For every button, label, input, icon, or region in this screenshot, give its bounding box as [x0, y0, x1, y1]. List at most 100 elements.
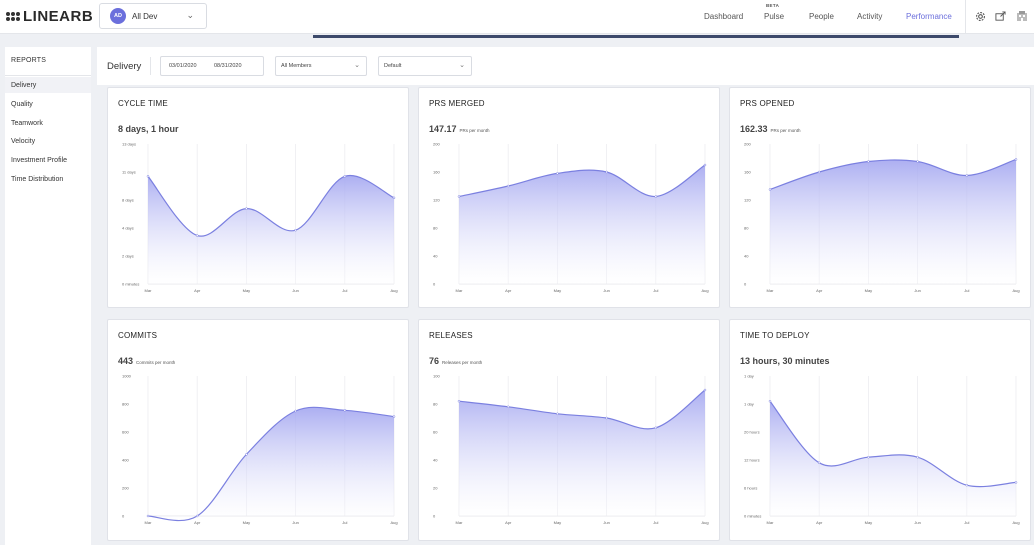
org-icon[interactable] — [1016, 10, 1028, 22]
x-tick-label: Aug — [390, 288, 397, 293]
y-tick-label: 8 days — [122, 198, 134, 203]
metric-unit: PRs per month — [770, 128, 801, 133]
x-tick-label: May — [243, 520, 251, 525]
y-tick-label: 0 — [433, 282, 436, 287]
data-point — [294, 409, 297, 413]
data-point — [245, 207, 248, 210]
series-line — [769, 400, 1017, 488]
area-fill — [148, 407, 394, 521]
y-tick-label: 80 — [433, 402, 438, 407]
y-tick-label: 120 — [744, 198, 751, 203]
date-range-picker[interactable]: 03/01/2020 08/31/2020 — [160, 56, 264, 76]
data-point — [703, 163, 707, 167]
data-point — [867, 455, 870, 459]
sidebar-divider — [5, 75, 91, 76]
sidebar-item-time-distribution[interactable]: Time Distribution — [11, 176, 64, 183]
y-tick-label: 4 days — [122, 226, 134, 231]
time-to-deploy-chart: 0 minutes 6 hours 12 hours 20 hours 1 day 1 d… — [744, 374, 1020, 526]
y-tick-label: 160 — [433, 170, 440, 175]
card-metric: 13 hours, 30 minutes — [740, 351, 833, 369]
nav-activity[interactable]: Activity — [857, 12, 883, 21]
area-fill — [770, 159, 1016, 284]
metric-value: 8 days, 1 hour — [118, 124, 179, 134]
data-point — [768, 399, 772, 403]
metric-value: 162.33 — [740, 124, 768, 134]
nav-people[interactable]: People — [809, 12, 834, 21]
x-tick-label: Apr — [505, 520, 512, 525]
data-point — [867, 160, 870, 163]
x-tick-label: Jul — [653, 288, 658, 293]
y-tick-label: 200 — [122, 486, 129, 491]
x-tick-label: Apr — [816, 288, 823, 293]
data-point — [556, 412, 559, 416]
data-point — [556, 172, 559, 175]
data-point — [654, 195, 658, 198]
x-tick-label: Jul — [964, 288, 969, 293]
page-title: Delivery — [107, 61, 142, 72]
x-tick-label: Mar — [456, 520, 464, 525]
sidebar-item-teamwork[interactable]: Teamwork — [11, 120, 43, 127]
x-tick-label: May — [865, 288, 873, 293]
y-tick-label: 20 — [433, 486, 438, 491]
card-metric: 443 Commits per month — [118, 351, 175, 369]
nav-dashboard[interactable]: Dashboard — [704, 12, 744, 21]
sidebar-item-quality[interactable]: Quality — [11, 101, 33, 108]
share-icon[interactable] — [994, 10, 1006, 22]
card-title: PRS MERGED — [429, 99, 485, 108]
sidebar-item-investment-profile[interactable]: Investment Profile — [11, 157, 68, 164]
sidebar-item-velocity[interactable]: Velocity — [11, 138, 36, 145]
x-tick-label: May — [554, 520, 562, 525]
metric-value: 13 hours, 30 minutes — [740, 356, 830, 366]
data-point — [195, 514, 199, 518]
card-cycle-time: CYCLE TIME 8 days, 1 hour 0 minutes 2 day… — [107, 87, 409, 308]
data-point — [195, 234, 199, 237]
chevron-down-icon: ⌄ — [459, 62, 465, 69]
metric-unit: Releases per month — [442, 360, 483, 365]
data-point — [703, 388, 707, 392]
y-tick-label: 2 days — [122, 254, 134, 259]
y-tick-label: 400 — [122, 458, 129, 463]
view-dropdown[interactable]: Default ⌄ — [378, 56, 472, 76]
gear-icon[interactable] — [974, 10, 986, 22]
area-fill — [459, 390, 705, 516]
linearb-logo[interactable]: LINEARB — [6, 8, 93, 25]
x-tick-label: Jul — [964, 520, 969, 525]
data-point — [1014, 158, 1018, 161]
y-tick-label: 800 — [122, 402, 129, 407]
nav-pulse[interactable]: Pulse — [764, 12, 785, 21]
x-tick-label: Jun — [914, 288, 920, 293]
data-point — [294, 228, 297, 232]
nav-performance[interactable]: Performance — [906, 12, 952, 21]
x-tick-label: Jun — [603, 288, 609, 293]
x-tick-label: Aug — [1012, 288, 1019, 293]
logo-icon — [6, 12, 20, 21]
x-tick-label: Mar — [767, 520, 775, 525]
y-tick-label: 0 — [744, 282, 747, 287]
reports-sidebar: REPORTS Delivery Quality Teamwork Veloci… — [5, 47, 91, 545]
team-select[interactable]: AD All Dev ⌄ — [99, 3, 207, 29]
card-metric: 162.33 PRs per month — [740, 119, 801, 137]
x-tick-label: Apr — [194, 520, 201, 525]
sidebar-item-delivery[interactable]: Delivery — [11, 82, 37, 89]
prs-opened-chart: 0 40 80 120 160 200 Mar Apr May Jun Jul Aug — [744, 142, 1020, 294]
beta-badge: BETA — [766, 3, 780, 8]
metric-unit: PRs per month — [459, 128, 490, 133]
main-content: Delivery 03/01/2020 08/31/2020 All Membe… — [97, 47, 1034, 545]
y-tick-label: 0 — [433, 514, 436, 519]
y-tick-label: 13 days — [122, 142, 136, 147]
x-tick-label: Apr — [194, 288, 201, 293]
x-tick-label: Jun — [292, 520, 298, 525]
date-from: 03/01/2020 — [169, 63, 197, 69]
data-point — [605, 170, 608, 174]
x-tick-label: Mar — [145, 288, 153, 293]
data-point — [457, 399, 461, 403]
card-commits: COMMITS 443 Commits per month 0 200 400 600 8… — [107, 319, 409, 541]
chevron-down-icon: ⌄ — [354, 62, 360, 69]
data-point — [457, 195, 461, 198]
members-dropdown[interactable]: All Members ⌄ — [275, 56, 367, 76]
data-point — [245, 453, 248, 456]
data-point — [343, 175, 347, 178]
y-tick-label: 40 — [433, 458, 438, 463]
x-tick-label: Jul — [342, 288, 347, 293]
area-fill — [459, 165, 705, 284]
